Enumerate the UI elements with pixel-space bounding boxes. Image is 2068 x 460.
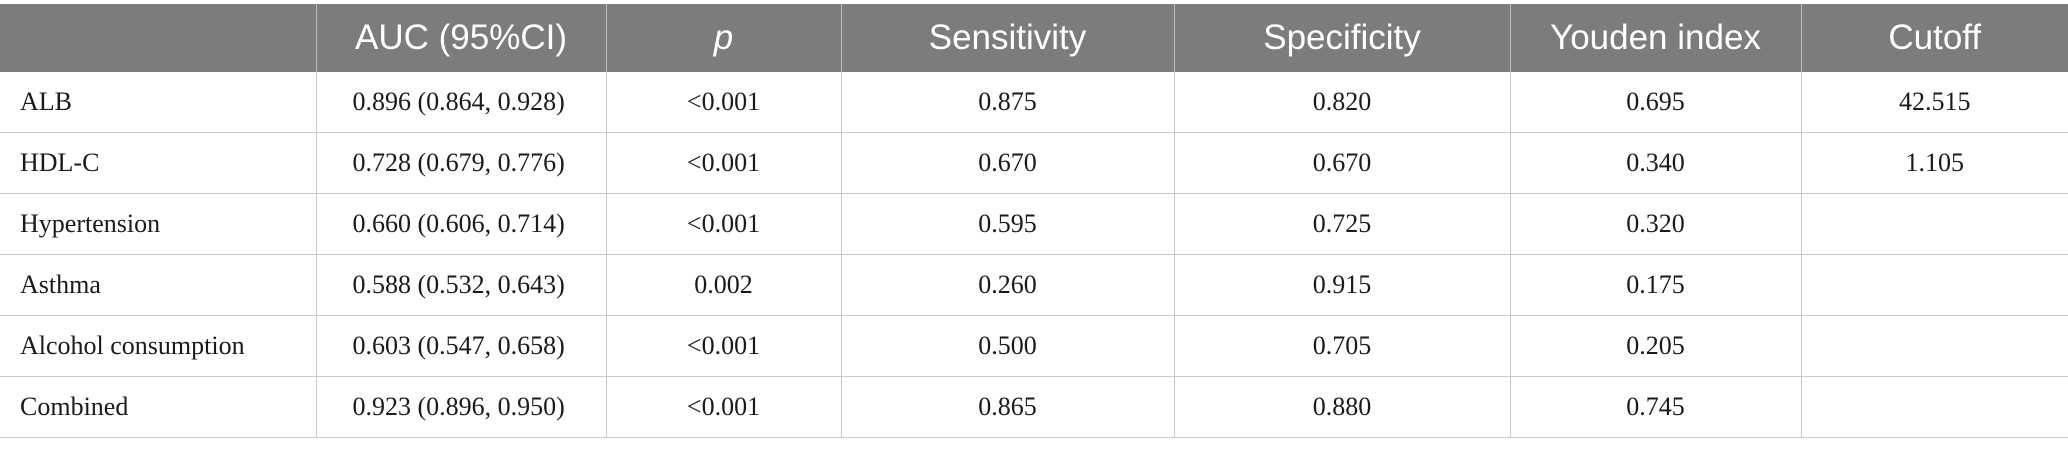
cell-auc: 0.603 (0.547, 0.658) [315, 315, 606, 377]
cell-p-value: <0.001 [605, 72, 841, 133]
cell-cutoff [1800, 315, 2068, 377]
cell-variable: Alcohol consumption [0, 315, 316, 377]
cell-specificity: 0.915 [1173, 254, 1510, 316]
header-variable [0, 4, 316, 72]
cell-youden-index: 0.205 [1509, 315, 1801, 377]
cell-sensitivity: 0.670 [840, 132, 1174, 194]
cell-specificity: 0.705 [1173, 315, 1510, 377]
header-auc: AUC (95%CI) [315, 4, 606, 72]
cell-variable: Asthma [0, 254, 316, 316]
table-row: Hypertension 0.660 (0.606, 0.714) <0.001… [0, 193, 2068, 255]
cell-sensitivity: 0.260 [840, 254, 1174, 316]
cell-auc: 0.660 (0.606, 0.714) [315, 193, 606, 255]
table-row: Asthma 0.588 (0.532, 0.643) 0.002 0.260 … [0, 254, 2068, 316]
cell-sensitivity: 0.875 [840, 72, 1174, 133]
cell-cutoff: 42.515 [1800, 72, 2068, 133]
cell-auc: 0.728 (0.679, 0.776) [315, 132, 606, 194]
cell-youden-index: 0.340 [1509, 132, 1801, 194]
results-table: AUC (95%CI) p Sensitivity Specificity Yo… [0, 4, 2068, 438]
cell-auc: 0.896 (0.864, 0.928) [315, 72, 606, 133]
header-youden-index: Youden index [1509, 4, 1801, 72]
cell-auc: 0.923 (0.896, 0.950) [315, 376, 606, 438]
cell-p-value: <0.001 [605, 193, 841, 255]
header-specificity: Specificity [1173, 4, 1510, 72]
cell-variable: Combined [0, 376, 316, 438]
cell-youden-index: 0.745 [1509, 376, 1801, 438]
cell-variable: ALB [0, 72, 316, 133]
table-row: Combined 0.923 (0.896, 0.950) <0.001 0.8… [0, 376, 2068, 438]
cell-youden-index: 0.695 [1509, 72, 1801, 133]
table-row: Alcohol consumption 0.603 (0.547, 0.658)… [0, 315, 2068, 377]
cell-cutoff [1800, 376, 2068, 438]
cell-p-value: <0.001 [605, 132, 841, 194]
cell-youden-index: 0.320 [1509, 193, 1801, 255]
table-row: ALB 0.896 (0.864, 0.928) <0.001 0.875 0.… [0, 72, 2068, 133]
header-cutoff: Cutoff [1800, 4, 2068, 72]
cell-youden-index: 0.175 [1509, 254, 1801, 316]
cell-sensitivity: 0.595 [840, 193, 1174, 255]
cell-specificity: 0.725 [1173, 193, 1510, 255]
cell-variable: Hypertension [0, 193, 316, 255]
header-row: AUC (95%CI) p Sensitivity Specificity Yo… [0, 4, 2068, 72]
header-p-value: p [605, 4, 841, 72]
cell-auc: 0.588 (0.532, 0.643) [315, 254, 606, 316]
cell-cutoff [1800, 193, 2068, 255]
cell-cutoff [1800, 254, 2068, 316]
cell-cutoff: 1.105 [1800, 132, 2068, 194]
cell-sensitivity: 0.865 [840, 376, 1174, 438]
cell-sensitivity: 0.500 [840, 315, 1174, 377]
header-sensitivity: Sensitivity [840, 4, 1174, 72]
cell-p-value: <0.001 [605, 376, 841, 438]
cell-specificity: 0.880 [1173, 376, 1510, 438]
cell-variable: HDL-C [0, 132, 316, 194]
cell-specificity: 0.670 [1173, 132, 1510, 194]
table-body: ALB 0.896 (0.864, 0.928) <0.001 0.875 0.… [0, 72, 2068, 438]
cell-p-value: 0.002 [605, 254, 841, 316]
table-header: AUC (95%CI) p Sensitivity Specificity Yo… [0, 4, 2068, 72]
cell-specificity: 0.820 [1173, 72, 1510, 133]
cell-p-value: <0.001 [605, 315, 841, 377]
table-row: HDL-C 0.728 (0.679, 0.776) <0.001 0.670 … [0, 132, 2068, 194]
